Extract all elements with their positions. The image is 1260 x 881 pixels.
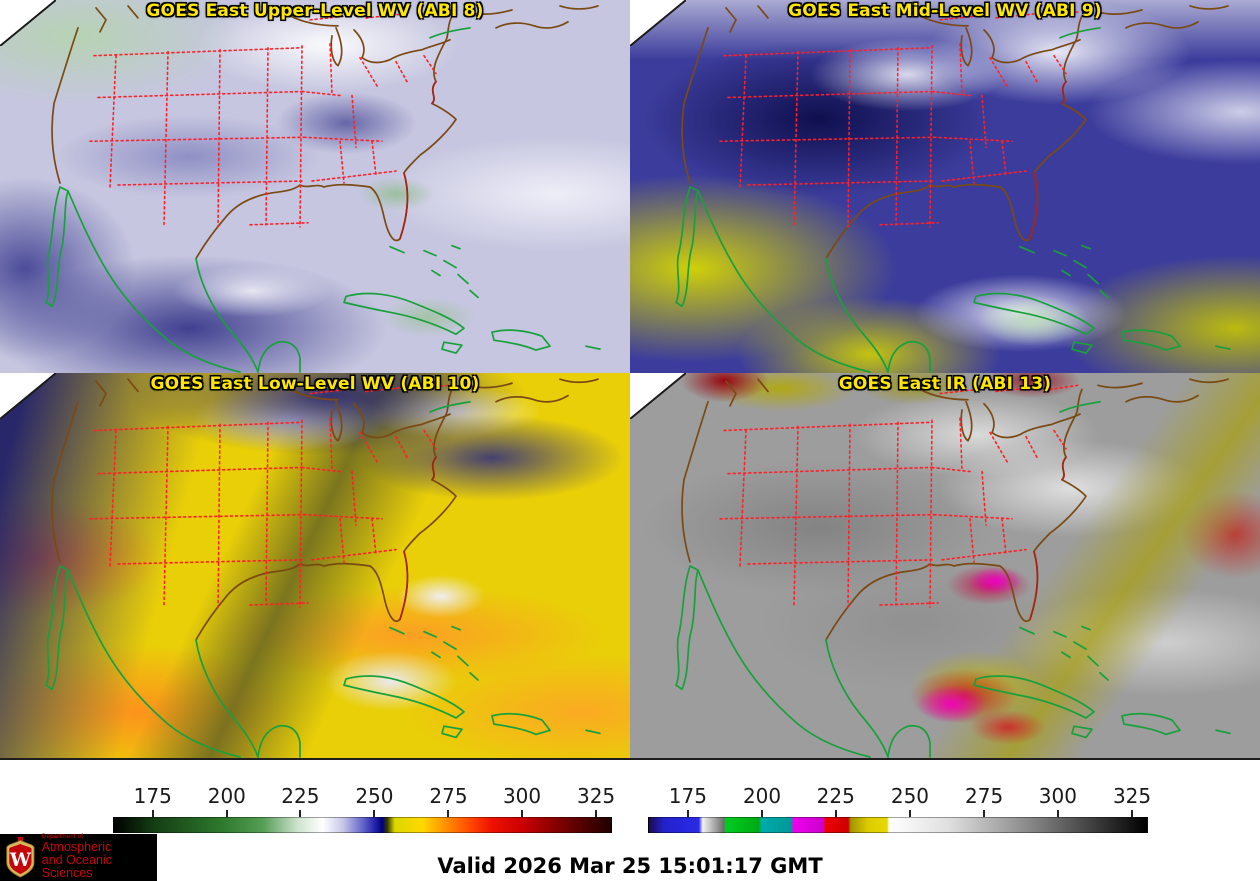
tick-label: 200	[742, 784, 782, 808]
logo-dept-line: Department of	[41, 833, 83, 841]
tick-label: 300	[502, 784, 542, 808]
tick-label: 325	[1112, 784, 1152, 808]
uw-aos-logo: W Department of Atmospheric and Oceanic …	[0, 834, 157, 881]
panel-ir: GOES East IR (ABI 13)	[630, 373, 1260, 760]
tick-mark	[521, 810, 524, 817]
tick-label: 175	[668, 784, 707, 808]
tick-mark	[373, 810, 376, 817]
panel-mid-level-wv: GOES East Mid-Level WV (ABI 9)	[630, 0, 1260, 373]
tick-label: 225	[281, 784, 320, 808]
tick-mark	[908, 810, 911, 817]
scan-edge-corner	[0, 0, 56, 46]
tick-mark	[983, 810, 986, 817]
panel-title-abi10: GOES East Low-Level WV (ABI 10)	[150, 374, 480, 394]
tick-mark	[834, 810, 837, 817]
tick-label: 300	[1038, 784, 1077, 808]
tick-label: 175	[133, 784, 172, 808]
uw-crest-icon: W	[6, 837, 35, 878]
tick-mark	[686, 810, 689, 817]
scan-edge-corner	[630, 0, 686, 46]
tick-label: 200	[207, 784, 246, 808]
colorbar-water-vapor: 175 200 225 250 275 300 325	[113, 784, 615, 833]
tick-label: 275	[429, 784, 468, 808]
tick-mark	[1056, 810, 1059, 817]
basemap-overlay	[675, 5, 1231, 373]
basemap-overlay	[45, 378, 601, 758]
tick-label: 325	[576, 784, 616, 808]
tick-label: 250	[355, 784, 394, 808]
tick-label: 250	[890, 784, 930, 808]
scan-edge-corner	[0, 373, 56, 419]
panel-upper-level-wv: GOES East Upper-Level WV (ABI 8)	[0, 0, 630, 373]
valid-time-text: Valid 2026 Mar 25 15:01:17 GMT	[437, 854, 823, 878]
logo-line-2: Atmospheric	[41, 840, 112, 855]
tick-mark	[447, 810, 450, 817]
tick-label: 225	[816, 784, 855, 808]
basemap-overlay	[675, 378, 1231, 758]
logo-line-3: and Oceanic Sciences	[41, 853, 112, 881]
svg-text:W: W	[9, 849, 32, 871]
colorbar-ir: 175 200 225 250 275 300 325	[648, 784, 1151, 833]
tick-label: 275	[965, 784, 1004, 808]
tick-mark	[1131, 810, 1134, 817]
panel-title-abi13: GOES East IR (ABI 13)	[838, 374, 1052, 394]
panel-low-level-wv: GOES East Low-Level WV (ABI 10)	[0, 373, 630, 760]
scan-edge-corner	[630, 373, 686, 419]
logo-text: Department of Atmospheric and Oceanic Sc…	[41, 833, 157, 881]
tick-mark	[595, 810, 598, 817]
tick-mark	[225, 810, 228, 817]
tick-mark	[761, 810, 764, 817]
panel-title-abi9: GOES East Mid-Level WV (ABI 9)	[788, 1, 1102, 21]
panel-title-abi8: GOES East Upper-Level WV (ABI 8)	[146, 1, 484, 21]
tick-mark	[151, 810, 154, 817]
basemap-overlay	[45, 5, 601, 373]
tick-mark	[299, 810, 302, 817]
